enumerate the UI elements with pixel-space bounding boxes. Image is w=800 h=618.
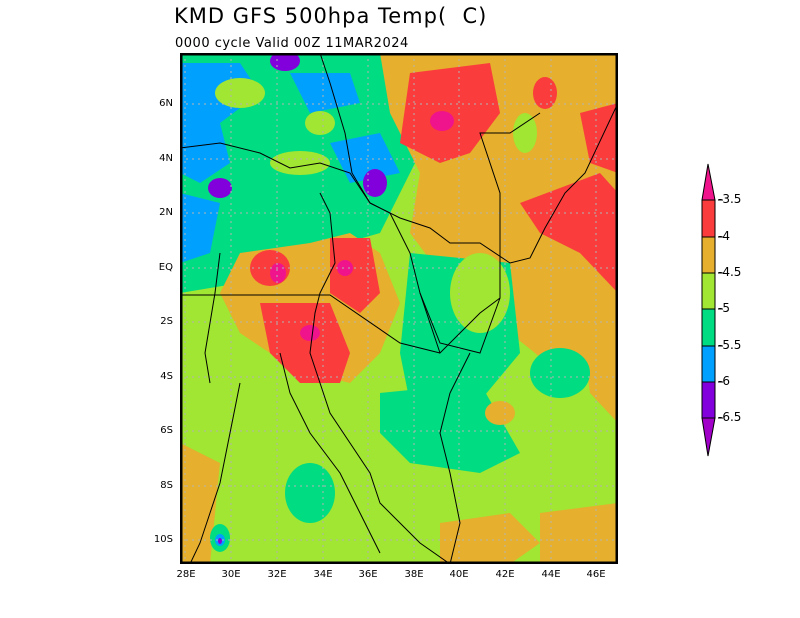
colorbar-label: -5.5 (718, 338, 742, 352)
colorbar-label: -5 (718, 301, 730, 315)
colorbar-label: -4.5 (718, 265, 742, 279)
colorbar-label: -6 (718, 374, 730, 388)
y-tick-label: 4S (160, 371, 173, 382)
y-tick-label: 8S (160, 480, 173, 491)
temperature-map (180, 53, 618, 564)
colorbar-label: -6.5 (718, 410, 742, 424)
x-tick-label: 32E (267, 569, 287, 580)
x-tick-label: 28E (176, 569, 196, 580)
chart-title: KMD GFS 500hpa Temp( C) (174, 4, 488, 28)
y-tick-label: 2N (159, 207, 173, 218)
colorbar-label: -3.5 (718, 192, 742, 206)
x-tick-label: 40E (449, 569, 469, 580)
x-tick-label: 42E (495, 569, 515, 580)
x-tick-label: 44E (541, 569, 561, 580)
colorbar (690, 160, 770, 460)
x-tick-label: 30E (221, 569, 241, 580)
y-tick-label: 6S (160, 425, 173, 436)
colorbar-label: -4 (718, 229, 730, 243)
x-tick-label: 34E (313, 569, 333, 580)
y-tick-label: 2S (160, 316, 173, 327)
x-tick-label: 46E (586, 569, 606, 580)
y-tick-label: EQ (158, 262, 173, 273)
y-tick-label: 10S (153, 534, 173, 545)
chart-subtitle: 0000 cycle Valid 00Z 11MAR2024 (175, 36, 409, 51)
y-tick-label: 4N (159, 153, 173, 164)
x-tick-label: 36E (358, 569, 378, 580)
y-tick-label: 6N (159, 98, 173, 109)
x-tick-label: 38E (404, 569, 424, 580)
